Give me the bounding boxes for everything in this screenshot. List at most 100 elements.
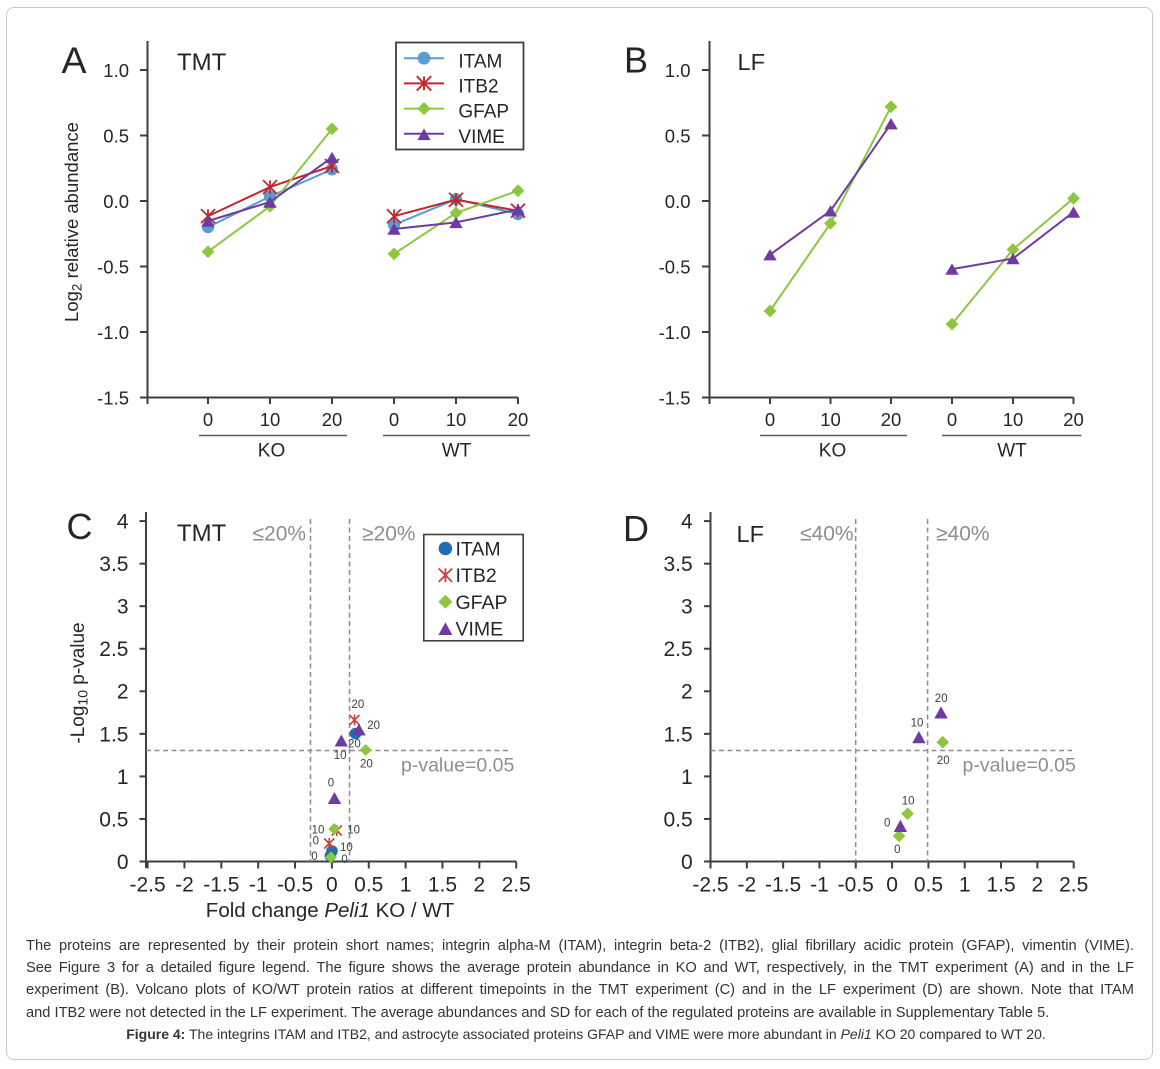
svg-text:ITB2: ITB2 <box>456 565 497 587</box>
svg-text:-Log10 p-value: -Log10 p-value <box>68 622 91 743</box>
svg-text:0: 0 <box>947 409 957 430</box>
svg-text:1: 1 <box>681 766 693 789</box>
svg-text:2: 2 <box>117 681 129 704</box>
svg-text:0.5: 0.5 <box>354 874 383 897</box>
svg-text:-2.5: -2.5 <box>692 874 728 897</box>
svg-text:0.5: 0.5 <box>665 125 691 146</box>
svg-text:0: 0 <box>886 874 898 897</box>
svg-text:VIME: VIME <box>458 127 504 148</box>
svg-text:10: 10 <box>820 409 841 430</box>
svg-text:p-value=0.05: p-value=0.05 <box>401 755 514 777</box>
svg-text:20: 20 <box>881 409 902 430</box>
svg-text:1.0: 1.0 <box>665 60 691 81</box>
svg-text:20: 20 <box>935 693 948 705</box>
svg-text:1: 1 <box>117 766 129 789</box>
svg-text:0.5: 0.5 <box>663 808 692 831</box>
svg-text:10: 10 <box>260 409 281 430</box>
svg-text:10: 10 <box>1003 409 1024 430</box>
svg-text:2: 2 <box>473 874 485 897</box>
svg-text:20: 20 <box>348 739 361 751</box>
svg-text:1.5: 1.5 <box>986 874 1015 897</box>
svg-text:10: 10 <box>446 409 467 430</box>
svg-text:KO: KO <box>819 441 846 462</box>
svg-text:WT: WT <box>997 441 1027 462</box>
svg-text:-0.5: -0.5 <box>838 874 874 897</box>
svg-text:10: 10 <box>312 825 325 837</box>
svg-text:0: 0 <box>117 851 129 874</box>
svg-text:0: 0 <box>389 409 399 430</box>
svg-text:3: 3 <box>117 596 129 619</box>
svg-text:1: 1 <box>959 874 971 897</box>
svg-text:-1.5: -1.5 <box>203 874 239 897</box>
svg-text:2.5: 2.5 <box>1059 874 1088 897</box>
svg-text:C: C <box>67 506 93 547</box>
svg-text:LF: LF <box>737 521 764 547</box>
svg-text:20: 20 <box>937 755 950 767</box>
svg-text:0: 0 <box>341 854 347 866</box>
svg-text:1: 1 <box>400 874 412 897</box>
svg-text:0: 0 <box>765 409 775 430</box>
svg-text:-2.5: -2.5 <box>130 874 166 897</box>
svg-text:ITB2: ITB2 <box>458 77 498 98</box>
svg-text:VIME: VIME <box>456 618 504 640</box>
svg-text:≤40%: ≤40% <box>800 523 854 546</box>
svg-text:10: 10 <box>340 842 353 854</box>
svg-text:-1.5: -1.5 <box>659 387 691 408</box>
svg-text:-2: -2 <box>175 874 194 897</box>
svg-text:0.5: 0.5 <box>103 125 129 146</box>
svg-text:0: 0 <box>681 851 693 874</box>
svg-text:10: 10 <box>911 717 924 729</box>
svg-text:Log2 relative abundance: Log2 relative abundance <box>61 122 85 322</box>
svg-text:10: 10 <box>347 825 360 837</box>
svg-text:3.5: 3.5 <box>663 553 692 576</box>
svg-text:0.0: 0.0 <box>665 191 691 212</box>
svg-text:TMT: TMT <box>177 520 227 547</box>
svg-text:KO: KO <box>258 441 285 462</box>
svg-text:-1.0: -1.0 <box>659 322 691 343</box>
svg-text:GFAP: GFAP <box>456 592 508 614</box>
svg-text:1.5: 1.5 <box>663 723 692 746</box>
svg-text:20: 20 <box>360 759 373 771</box>
svg-text:-1.5: -1.5 <box>97 387 129 408</box>
svg-text:0: 0 <box>203 409 213 430</box>
svg-text:2.5: 2.5 <box>502 874 531 897</box>
svg-text:0: 0 <box>328 778 334 790</box>
svg-text:0: 0 <box>326 874 338 897</box>
svg-text:3.5: 3.5 <box>99 553 128 576</box>
svg-text:0.0: 0.0 <box>103 191 129 212</box>
svg-text:ITAM: ITAM <box>458 51 502 72</box>
svg-text:4: 4 <box>117 511 129 534</box>
svg-text:ITAM: ITAM <box>456 539 501 561</box>
svg-text:p-value=0.05: p-value=0.05 <box>963 755 1076 777</box>
svg-text:0: 0 <box>894 844 900 856</box>
svg-text:0: 0 <box>311 851 317 863</box>
svg-text:0: 0 <box>884 817 890 829</box>
svg-text:D: D <box>623 508 649 549</box>
svg-text:≥20%: ≥20% <box>362 523 416 546</box>
svg-text:1.0: 1.0 <box>103 60 129 81</box>
svg-text:-0.5: -0.5 <box>659 256 691 277</box>
svg-text:20: 20 <box>322 409 343 430</box>
svg-text:-0.5: -0.5 <box>97 256 129 277</box>
svg-text:≥40%: ≥40% <box>936 523 990 546</box>
svg-text:≤20%: ≤20% <box>253 523 307 546</box>
svg-text:A: A <box>62 39 87 81</box>
svg-text:10: 10 <box>334 750 347 762</box>
svg-text:-2: -2 <box>737 874 756 897</box>
svg-text:20: 20 <box>352 699 365 711</box>
svg-text:-1.5: -1.5 <box>765 874 801 897</box>
svg-text:WT: WT <box>442 441 472 462</box>
svg-text:20: 20 <box>367 720 380 732</box>
svg-text:-1: -1 <box>249 874 268 897</box>
svg-text:10: 10 <box>902 795 915 807</box>
svg-text:B: B <box>624 40 648 81</box>
svg-text:2.5: 2.5 <box>663 638 692 661</box>
svg-text:1.5: 1.5 <box>428 874 457 897</box>
svg-text:0.5: 0.5 <box>914 874 943 897</box>
svg-text:0.5: 0.5 <box>99 808 128 831</box>
svg-text:LF: LF <box>738 49 765 75</box>
svg-text:0: 0 <box>313 836 319 848</box>
svg-text:-0.5: -0.5 <box>277 874 313 897</box>
svg-text:2: 2 <box>1032 874 1044 897</box>
svg-text:3: 3 <box>681 596 693 619</box>
